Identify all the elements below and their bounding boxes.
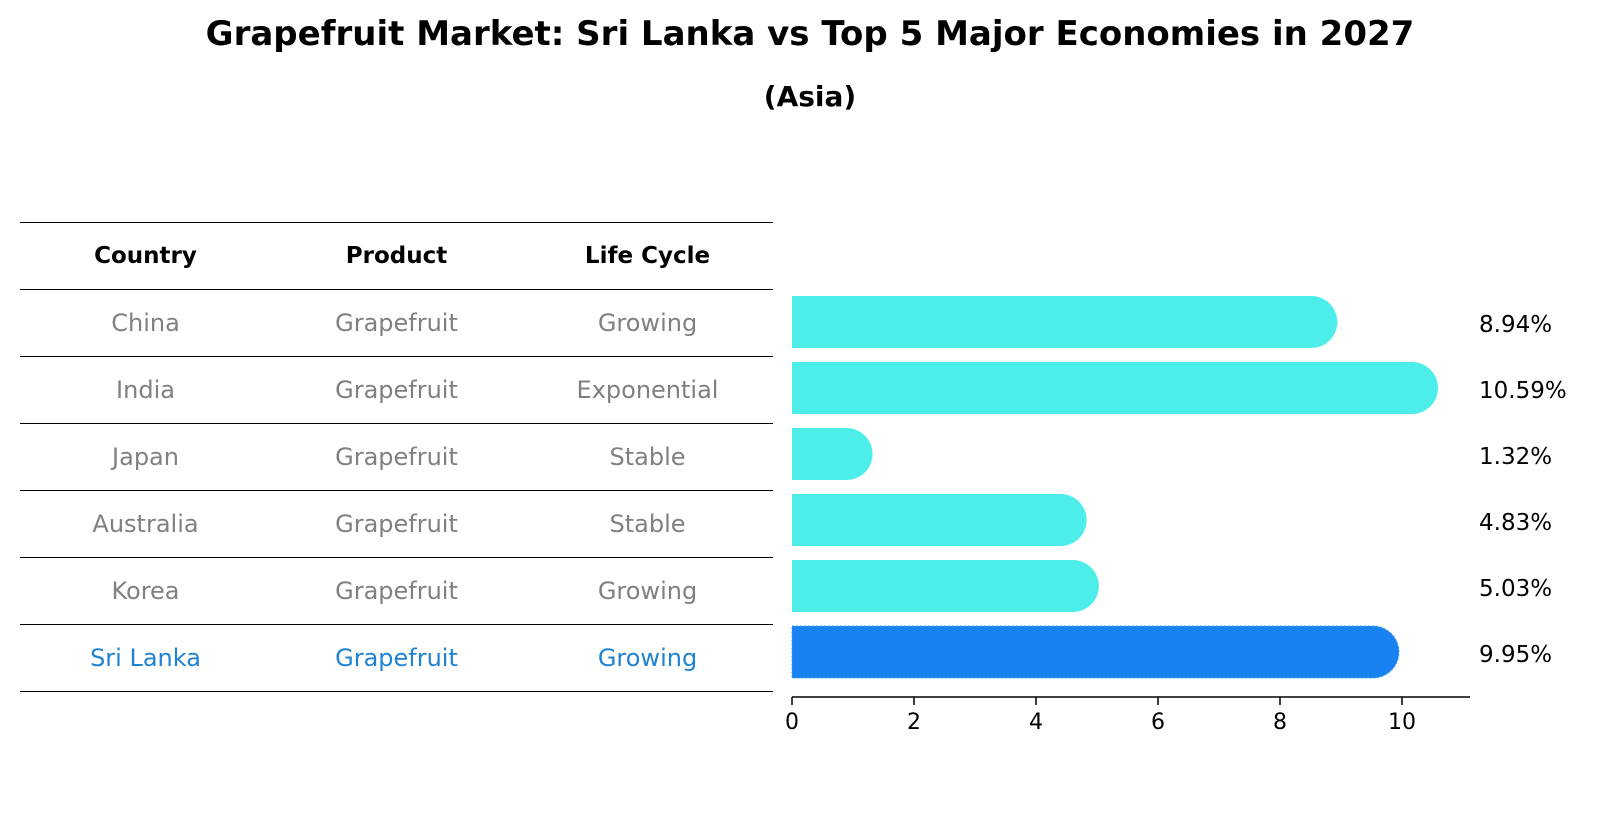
value-label: 10.59%	[1479, 378, 1567, 404]
country-cell: Korea	[111, 577, 180, 605]
table-row: Australia Grapefruit Stable	[20, 490, 773, 557]
header-product: Product	[345, 243, 448, 269]
table-row-highlight: Sri Lanka Grapefruit Growing	[20, 624, 773, 692]
life-cycle-cell: Growing	[597, 309, 698, 337]
x-tick-label: 10	[1388, 710, 1416, 735]
bar-sri-lanka	[791, 625, 1400, 679]
table-header-row: Country Product Life Cycle	[20, 222, 773, 289]
country-table: Country Product Life Cycle China Grapefr…	[20, 222, 773, 692]
country-cell: Sri Lanka	[90, 644, 201, 672]
product-cell: Grapefruit	[335, 577, 458, 605]
value-label: 8.94%	[1479, 312, 1552, 338]
country-cell: India	[116, 376, 175, 404]
header-life-cycle: Life Cycle	[584, 243, 711, 269]
table-row: Japan Grapefruit Stable	[20, 423, 773, 490]
value-label: 4.83%	[1479, 510, 1552, 536]
table-row: India Grapefruit Exponential	[20, 356, 773, 423]
product-cell: Grapefruit	[335, 644, 458, 672]
life-cycle-cell: Stable	[609, 510, 686, 538]
product-cell: Grapefruit	[335, 376, 458, 404]
bar-korea	[792, 560, 1099, 612]
country-cell: China	[111, 309, 180, 337]
x-tick-label: 6	[1151, 710, 1165, 735]
x-tick-label: 4	[1029, 710, 1043, 735]
x-tick-label: 2	[907, 710, 921, 735]
life-cycle-cell: Growing	[597, 577, 698, 605]
product-cell: Grapefruit	[335, 443, 458, 471]
bar-japan	[792, 428, 873, 480]
x-tick-label: 0	[785, 710, 799, 735]
value-label: 9.95%	[1479, 642, 1552, 668]
life-cycle-cell: Stable	[609, 443, 686, 471]
country-cell: Australia	[92, 510, 199, 538]
life-cycle-cell: Growing	[597, 644, 698, 672]
table-row: Korea Grapefruit Growing	[20, 557, 773, 624]
bar-india	[792, 362, 1438, 414]
bar-australia	[792, 494, 1087, 546]
value-label: 5.03%	[1479, 576, 1552, 602]
chart-title: Grapefruit Market: Sri Lanka vs Top 5 Ma…	[205, 14, 1415, 54]
life-cycle-cell: Exponential	[576, 376, 719, 404]
value-label: 1.32%	[1479, 444, 1552, 470]
product-cell: Grapefruit	[335, 309, 458, 337]
bar-china	[792, 296, 1338, 348]
country-cell: Japan	[112, 443, 179, 471]
x-tick-label: 8	[1273, 710, 1287, 735]
header-country: Country	[94, 243, 197, 269]
product-cell: Grapefruit	[335, 510, 458, 538]
chart-subtitle: (Asia)	[763, 80, 857, 113]
table-row: China Grapefruit Growing	[20, 289, 773, 356]
